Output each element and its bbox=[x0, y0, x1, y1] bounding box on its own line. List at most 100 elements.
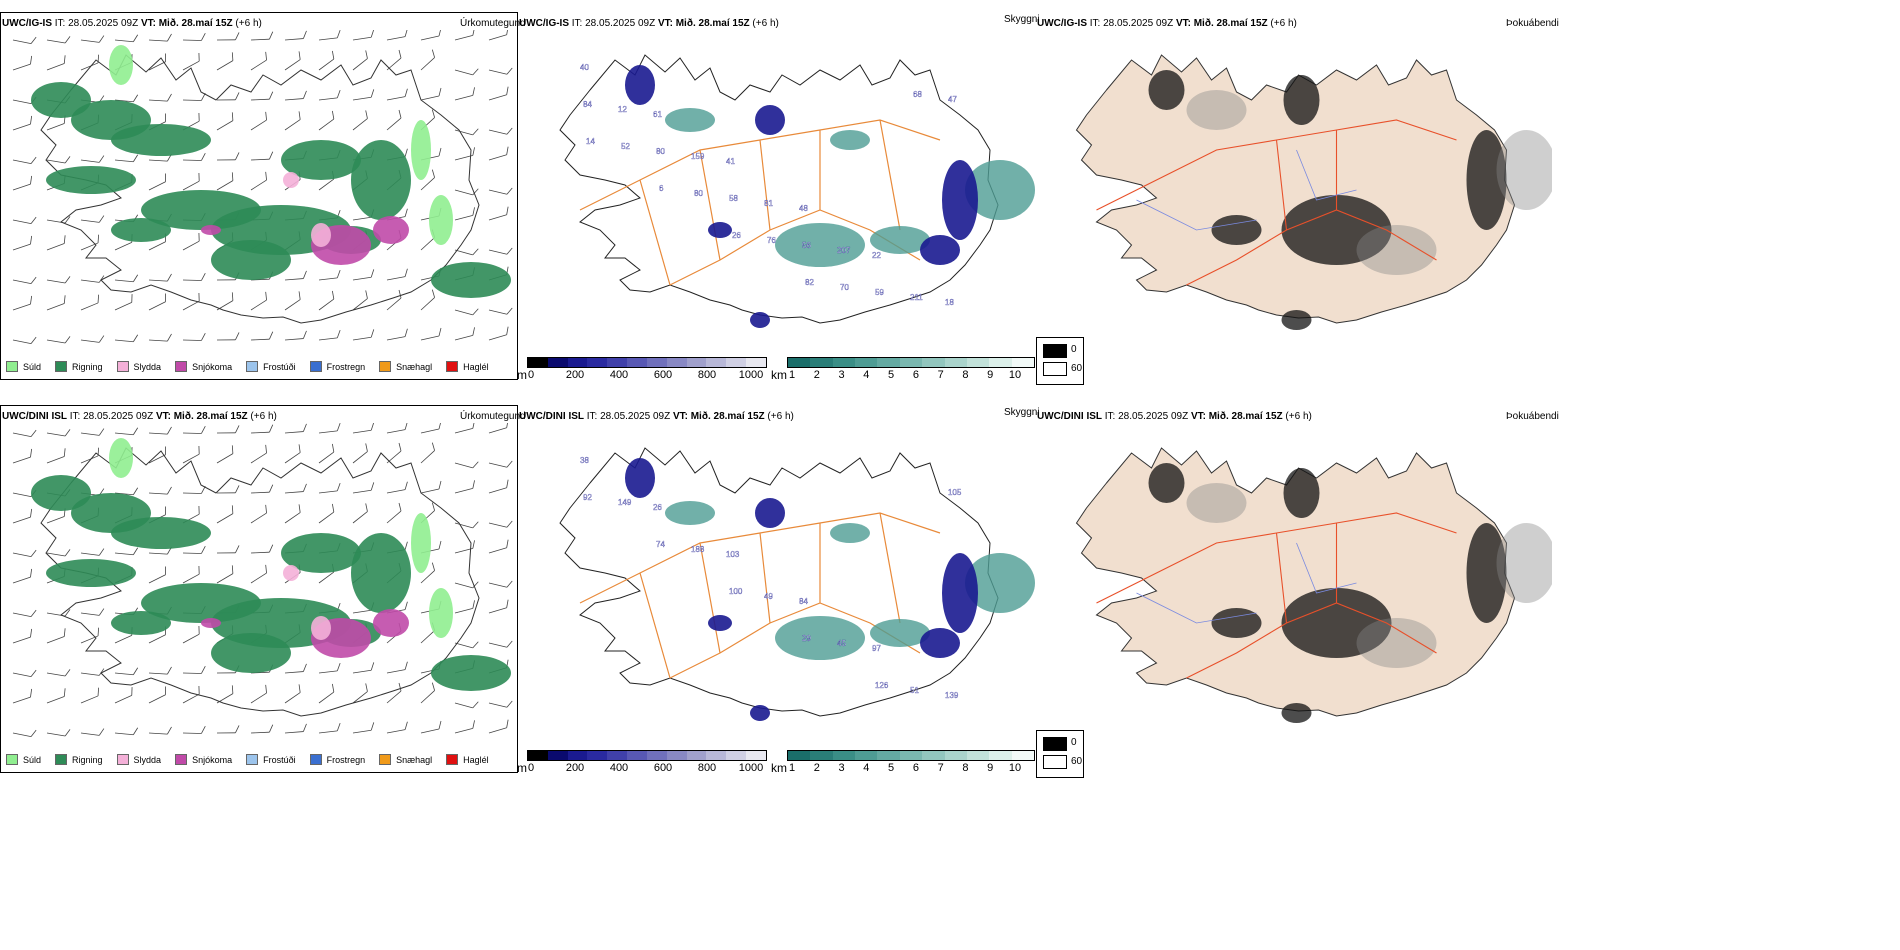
legend-swatch bbox=[55, 361, 68, 372]
wind-barb bbox=[488, 67, 513, 75]
legend-swatch bbox=[309, 361, 322, 372]
colorbar-segment bbox=[877, 751, 900, 760]
precip-area bbox=[431, 655, 511, 691]
wind-barb bbox=[454, 207, 475, 221]
legend-swatch bbox=[6, 754, 18, 765]
wind-barb bbox=[454, 540, 475, 554]
colorbar-tick-label: 0 bbox=[527, 369, 535, 381]
wind-barb bbox=[250, 151, 274, 161]
wind-barb bbox=[352, 722, 375, 734]
ceiling-value-label: 38 bbox=[580, 456, 589, 465]
wind-barb bbox=[284, 111, 301, 131]
wind-barb bbox=[80, 155, 105, 163]
wind-barb bbox=[216, 565, 234, 584]
wind-barb bbox=[250, 564, 267, 584]
legend-label: Haglél bbox=[463, 754, 489, 765]
ceiling-value-label: 22 bbox=[872, 251, 881, 260]
colorbar-tick-label: 5 bbox=[888, 369, 895, 381]
precip-area bbox=[281, 140, 361, 180]
wind-barb bbox=[148, 686, 166, 704]
fog-area bbox=[1281, 588, 1392, 658]
fog-area bbox=[1186, 483, 1247, 523]
wind-barb bbox=[284, 723, 307, 734]
wind-barb bbox=[284, 504, 301, 524]
visibility-area bbox=[665, 108, 715, 132]
wind-barb bbox=[12, 235, 33, 251]
wind-barb bbox=[46, 628, 66, 644]
wind-barb bbox=[148, 273, 172, 282]
ceiling-area bbox=[755, 105, 785, 135]
wind-barb bbox=[80, 608, 105, 616]
wind-barb bbox=[46, 336, 71, 344]
wind-barb bbox=[46, 549, 71, 557]
wind-barb bbox=[46, 55, 66, 71]
legend-item: Slydda bbox=[116, 754, 161, 765]
wind-barb bbox=[318, 443, 335, 464]
precip-area bbox=[111, 517, 211, 549]
colorbar-strip bbox=[787, 750, 1035, 761]
ceiling-value-label: 211 bbox=[910, 293, 923, 302]
wind-barb bbox=[454, 87, 475, 101]
visibility-area bbox=[830, 523, 870, 543]
lead-time: (+6 h) bbox=[764, 411, 794, 422]
precip-area bbox=[109, 438, 133, 478]
wind-barb bbox=[12, 729, 37, 738]
wind-barb bbox=[386, 268, 408, 281]
lead-time: (+6 h) bbox=[247, 411, 277, 422]
colorbar-tick-label: 400 bbox=[609, 762, 629, 774]
colorbar-segment bbox=[944, 751, 967, 760]
colorbar-tick-label: 3 bbox=[838, 762, 845, 774]
wind-barb bbox=[182, 153, 206, 161]
fog-map-2 bbox=[1036, 423, 1552, 745]
model-name: UWC/IG-IS bbox=[519, 18, 569, 29]
colorbar-tick-label: 0 bbox=[527, 762, 535, 774]
fog-title-1: Þokuábendi bbox=[1506, 18, 1559, 29]
precip-header-2: UWC/DINI ISL IT: 28.05.2025 09Z VT: Mið.… bbox=[2, 411, 277, 422]
wind-barb bbox=[352, 269, 375, 281]
colorbar-segment bbox=[899, 751, 923, 760]
legend-item: Snjókoma bbox=[175, 361, 232, 372]
wind-barb bbox=[352, 662, 375, 674]
fog-legend-1: 0 60 bbox=[1036, 337, 1084, 385]
precip-area bbox=[109, 45, 133, 85]
ceiling-header-2: UWC/DINI ISL IT: 28.05.2025 09Z VT: Mið.… bbox=[519, 411, 794, 422]
fog-area bbox=[1356, 225, 1437, 275]
wind-barb bbox=[318, 483, 341, 494]
wind-barb bbox=[114, 334, 139, 343]
wind-barb bbox=[352, 683, 368, 704]
ceiling-value-label: 74 bbox=[656, 540, 665, 549]
legend-item: Frostregn bbox=[309, 361, 366, 372]
precip-map-frame-2 bbox=[0, 405, 518, 773]
colorbar-segment bbox=[1011, 358, 1034, 367]
legend-swatch bbox=[116, 754, 129, 765]
legend-item: Snæhagl bbox=[379, 361, 432, 372]
legend-label: Frostregn bbox=[326, 361, 366, 372]
colorbar-tick-label: 10 bbox=[1008, 369, 1022, 381]
legend-label: Slydda bbox=[133, 361, 162, 372]
lead-time: (+6 h) bbox=[1282, 411, 1312, 422]
wind-barb bbox=[488, 86, 509, 101]
fog-area bbox=[1148, 463, 1185, 503]
ceiling-value-label: 49 bbox=[764, 592, 773, 601]
colorbar-segment bbox=[788, 358, 811, 367]
fog-high-swatch bbox=[1043, 344, 1067, 358]
colorbar-segment bbox=[899, 358, 923, 367]
init-time: IT: 28.05.2025 09Z bbox=[569, 18, 658, 29]
ceiling-value-label: 82 bbox=[805, 278, 814, 287]
ceiling-area bbox=[942, 160, 978, 240]
fog-legend-2: 0 60 bbox=[1036, 730, 1084, 778]
wind-barb bbox=[420, 87, 442, 101]
wind-barb bbox=[182, 33, 206, 41]
ceiling-value-label: 61 bbox=[653, 110, 662, 119]
wind-barb bbox=[488, 580, 513, 588]
wind-barb bbox=[454, 480, 475, 494]
wind-barb bbox=[454, 248, 479, 256]
wind-barb bbox=[250, 31, 274, 41]
colorbar-segment bbox=[726, 751, 747, 760]
wind-barb bbox=[80, 294, 100, 311]
colorbar-segment bbox=[832, 358, 856, 367]
valid-time: Mið. 28.maí 15Z bbox=[687, 411, 765, 422]
fog-low-swatch bbox=[1043, 362, 1067, 376]
wind-barb bbox=[386, 328, 408, 341]
colorbar-segment bbox=[746, 358, 766, 367]
